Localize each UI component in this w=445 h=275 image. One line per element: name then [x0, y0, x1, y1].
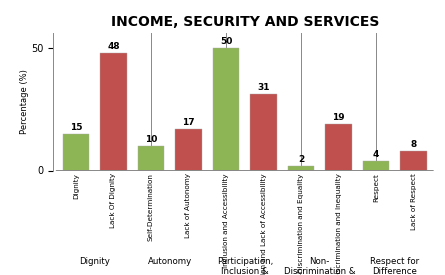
- Bar: [288, 166, 314, 170]
- Text: Dignity: Dignity: [79, 257, 110, 266]
- Text: 50: 50: [220, 37, 232, 46]
- Bar: [213, 48, 239, 170]
- Title: INCOME, SECURITY AND SERVICES: INCOME, SECURITY AND SERVICES: [110, 15, 379, 29]
- Text: Participation,
Inclusion &
Accessibility: Participation, Inclusion & Accessibility: [217, 257, 273, 275]
- Text: 10: 10: [145, 135, 157, 144]
- Y-axis label: Percentage (%): Percentage (%): [20, 69, 28, 134]
- Text: 2: 2: [298, 155, 304, 164]
- Bar: [100, 53, 126, 170]
- Bar: [363, 161, 389, 170]
- Text: Autonomy: Autonomy: [148, 257, 192, 266]
- Text: 31: 31: [257, 83, 270, 92]
- Bar: [138, 146, 164, 170]
- Bar: [175, 129, 202, 170]
- Text: 8: 8: [410, 140, 417, 149]
- Text: 17: 17: [182, 118, 195, 127]
- Text: Respect for
Difference: Respect for Difference: [370, 257, 419, 275]
- Bar: [251, 94, 277, 170]
- Bar: [63, 134, 89, 170]
- Text: 15: 15: [70, 123, 82, 132]
- Bar: [325, 124, 352, 170]
- Text: 4: 4: [373, 150, 379, 159]
- Text: Non-
Discrimination &
Equality: Non- Discrimination & Equality: [284, 257, 356, 275]
- Text: 19: 19: [332, 113, 345, 122]
- Bar: [400, 151, 427, 170]
- Text: 48: 48: [107, 42, 120, 51]
